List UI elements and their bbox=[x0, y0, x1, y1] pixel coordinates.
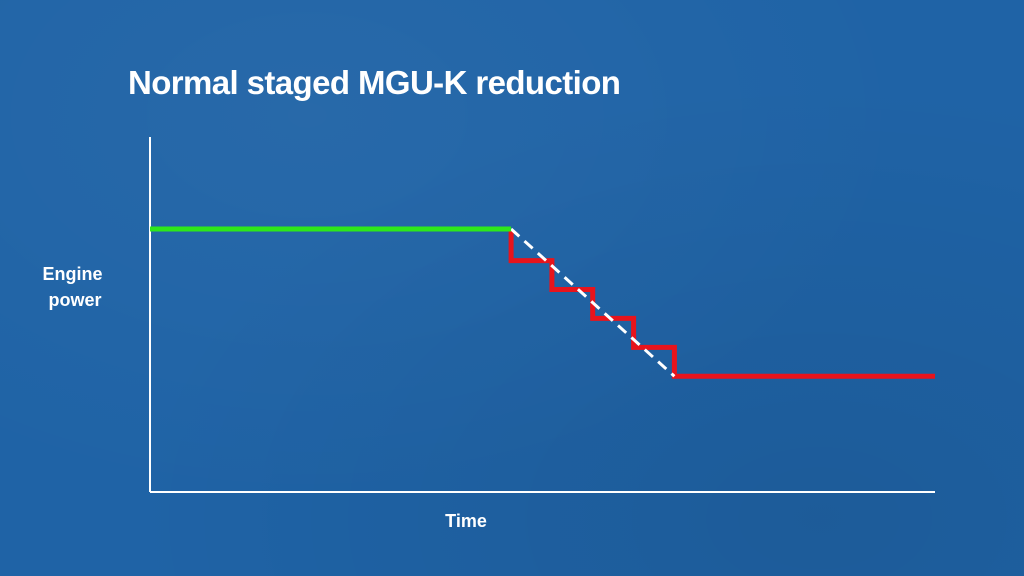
y-axis-label-line: power bbox=[48, 290, 101, 310]
slide-title: Normal staged MGU-K reduction bbox=[128, 64, 621, 101]
series-layer bbox=[150, 226, 935, 379]
chart-axes bbox=[149, 137, 935, 493]
x-axis-label: Time bbox=[445, 511, 487, 531]
series-line-linear-reference bbox=[510, 227, 676, 378]
y-axis-label: Engine power bbox=[42, 264, 107, 310]
series-line-staged-reduction bbox=[508, 229, 935, 379]
y-axis-label-line: Engine bbox=[42, 264, 102, 284]
